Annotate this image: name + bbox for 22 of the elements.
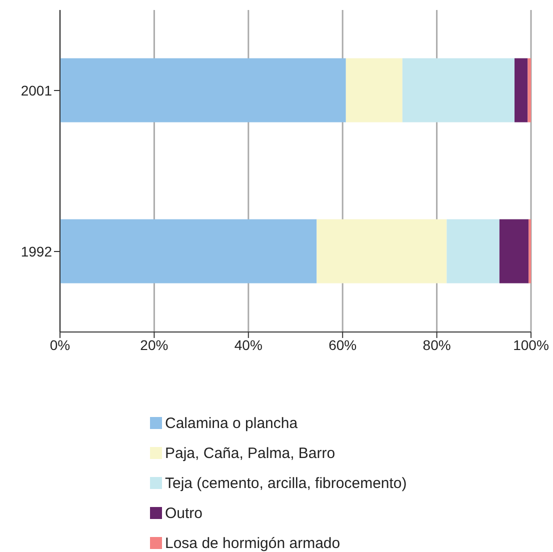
bar: [60, 219, 317, 284]
legend-label: Calamina o plancha: [165, 414, 298, 432]
x-tick-label: 100%: [513, 336, 549, 353]
y-tick-label: 2001: [20, 82, 52, 98]
x-tick-label: 40%: [234, 336, 262, 353]
legend-label: Losa de hormigón armado: [165, 534, 340, 552]
legend-label: Paja, Caña, Palma, Barro: [165, 444, 336, 462]
bar: [514, 58, 528, 122]
bar: [528, 58, 531, 122]
legend-label: Outro: [165, 504, 203, 522]
bar: [316, 219, 447, 284]
x-tick-label: 80%: [422, 336, 451, 353]
x-tick-label: 60%: [328, 336, 357, 353]
bar: [446, 219, 500, 284]
x-tick-label: 20%: [140, 336, 168, 353]
bar: [499, 219, 529, 284]
bar: [402, 58, 515, 122]
x-tick-label: 0%: [50, 336, 70, 353]
y-tick-label: 1992: [20, 243, 52, 260]
legend-label: Teja (cemento, arcilla, fibrocemento): [165, 474, 407, 492]
bar: [346, 58, 402, 122]
bar: [60, 58, 346, 122]
